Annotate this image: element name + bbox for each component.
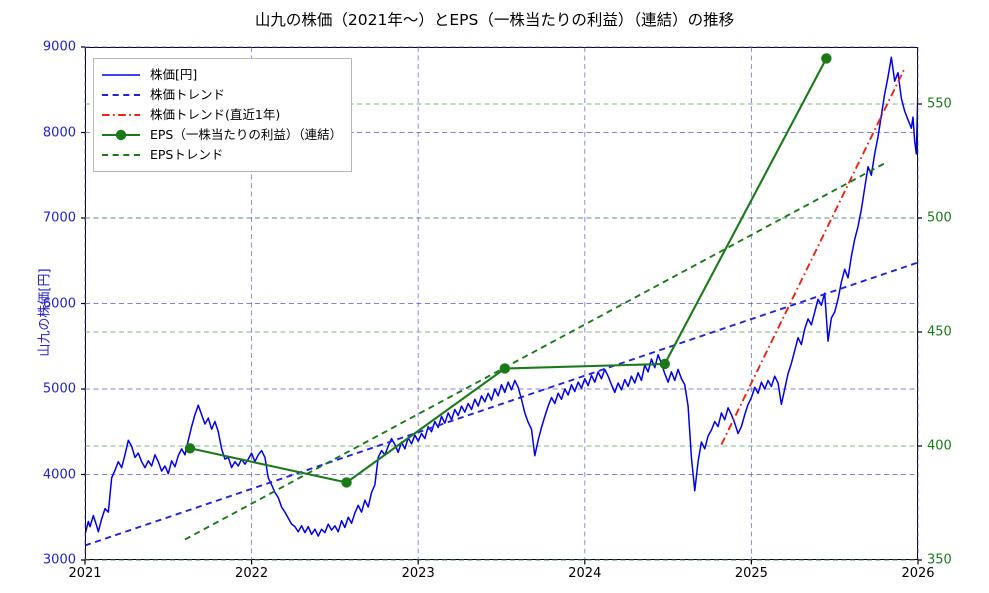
y-axis-right-tick-label: 500: [927, 210, 952, 226]
y-axis-left-tick-label: 4000: [42, 467, 76, 482]
chart-legend: 株価[円] 株価トレンド株価トレンド(直近1年) EPS（一株当たりの利益）（連結）…: [93, 58, 353, 172]
legend-label: 株価[円]: [150, 67, 198, 82]
legend-item[interactable]: 株価トレンド: [101, 85, 342, 105]
legend-swatch-icon: [102, 154, 140, 156]
legend-swatch-icon: [102, 129, 140, 141]
legend-swatch-icon: [102, 74, 140, 76]
y-axis-right-tick-label: 450: [927, 324, 952, 340]
legend-item[interactable]: 株価トレンド(直近1年): [101, 105, 342, 125]
y-axis-left-tick-label: 5000: [42, 381, 76, 397]
legend-label: EPSトレンド: [150, 147, 224, 162]
x-axis-tick-label: 2024: [568, 566, 602, 581]
legend-item[interactable]: EPS（一株当たりの利益）（連結）: [101, 125, 342, 145]
page-title: 山九の株価（2021年〜）とEPS（一株当たりの利益）（連結）の推移: [254, 11, 735, 29]
y-axis-left-tick-label: 7000: [42, 210, 76, 226]
y-axis-right-tick-label: 550: [927, 96, 952, 112]
y-axis-left-tick-label: 3000: [42, 552, 76, 568]
y-axis-left-tick-label: 8000: [42, 125, 76, 140]
legend-swatch-icon: [102, 94, 140, 96]
x-axis-tick-label: 2022: [235, 566, 269, 581]
x-axis-tick-label: 2023: [401, 566, 435, 581]
y-axis-left-tick-label: 9000: [42, 39, 76, 55]
legend-label: 株価トレンド(直近1年): [150, 107, 281, 122]
legend-swatch-icon: [102, 114, 140, 116]
y-axis-left-tick-label: 6000: [42, 296, 76, 311]
legend-item[interactable]: 株価[円]: [101, 65, 342, 85]
legend-label: EPS（一株当たりの利益）（連結）: [150, 127, 343, 142]
y-axis-right-tick-label: 350: [927, 552, 952, 568]
y-axis-left-label: 山九の株価[円]: [37, 268, 53, 357]
legend-item[interactable]: EPSトレンド: [101, 145, 342, 165]
y-axis-right-tick-label: 400: [927, 438, 952, 454]
x-axis-tick-label: 2021: [68, 566, 102, 581]
x-axis-tick-label: 2026: [901, 566, 935, 581]
legend-label: 株価トレンド: [150, 87, 226, 102]
x-axis-tick-label: 2025: [734, 566, 768, 581]
